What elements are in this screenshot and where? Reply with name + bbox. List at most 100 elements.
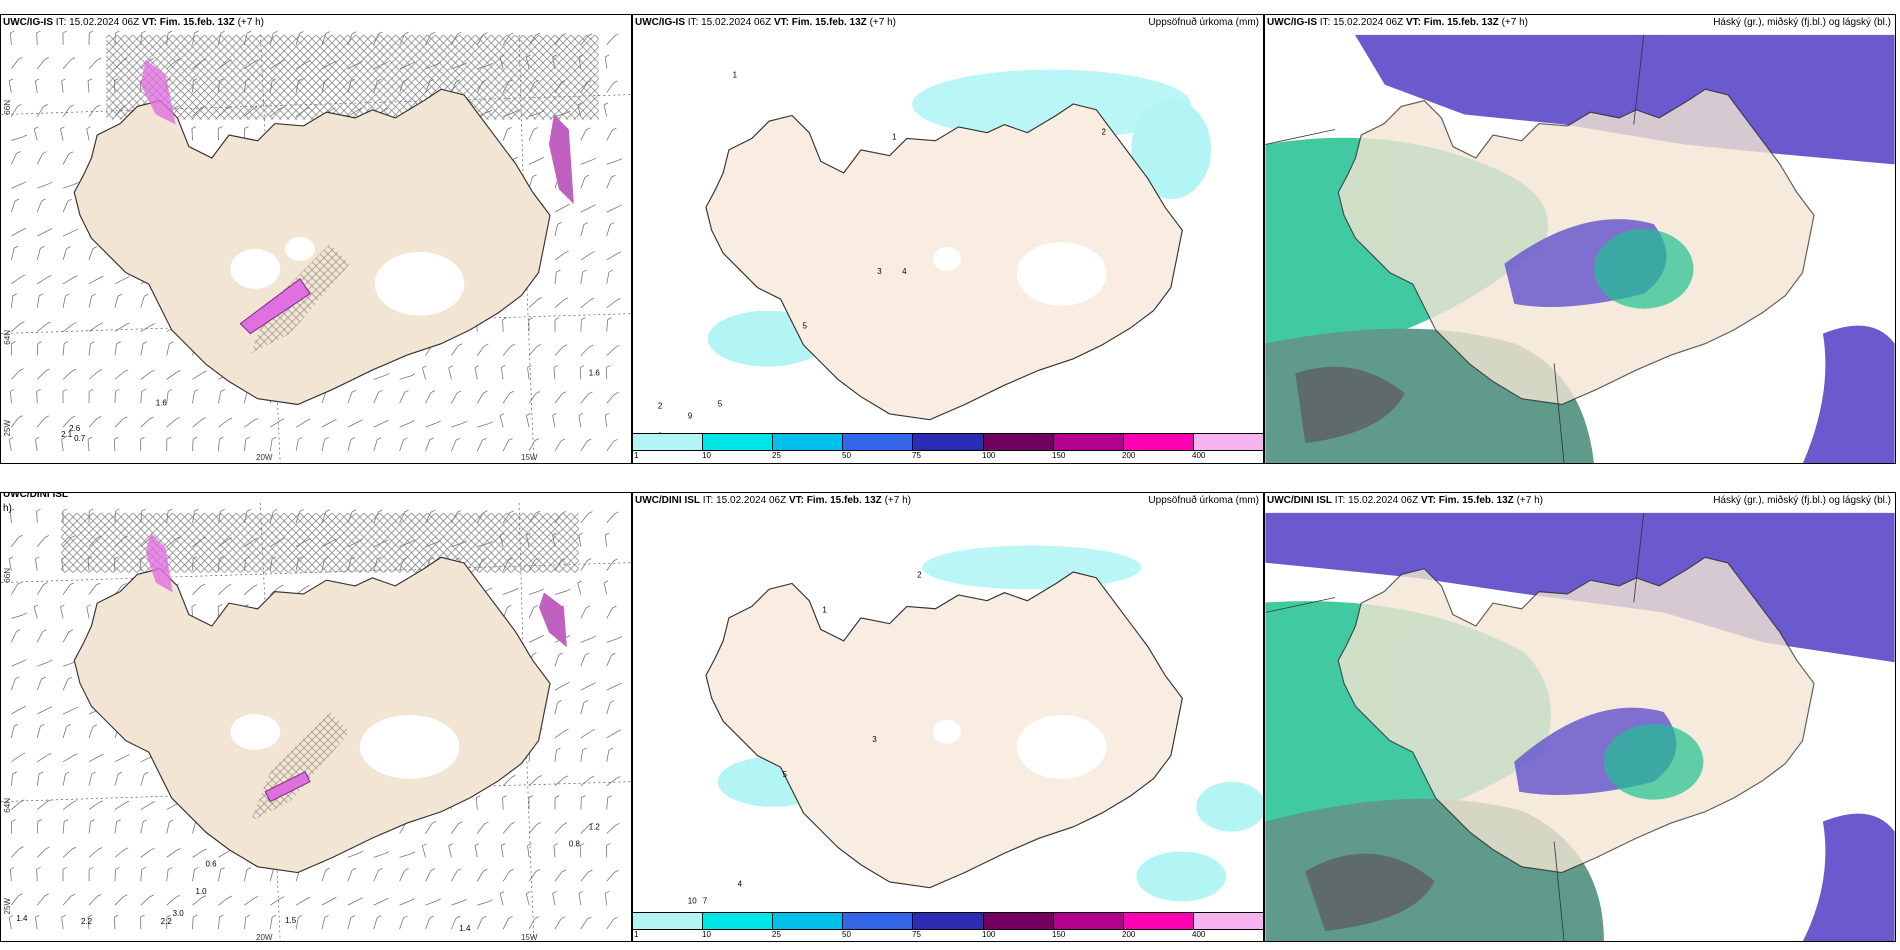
- wind-barb: [425, 917, 431, 930]
- wind-barb-tick: [18, 893, 23, 896]
- wind-barb: [606, 778, 617, 787]
- wind-barb: [140, 391, 143, 404]
- wind-barb-tick: [501, 843, 506, 846]
- wind-barb: [269, 869, 274, 882]
- wind-barb: [604, 893, 608, 906]
- wind-barb: [580, 393, 589, 404]
- wind-barb-tick: [22, 181, 27, 184]
- wind-barb-tick: [10, 508, 15, 512]
- wind-barb: [606, 347, 616, 356]
- wind-barb-tick: [455, 915, 461, 919]
- wind-barb-tick: [410, 851, 416, 855]
- wind-barb: [36, 106, 45, 117]
- wind-barb: [244, 897, 255, 906]
- wind-barb-tick: [410, 898, 415, 901]
- wind-barb-tick: [86, 604, 91, 608]
- wind-barb-tick: [41, 676, 46, 680]
- wind-barb: [62, 895, 72, 906]
- wind-barb: [502, 870, 510, 882]
- wind-barb: [11, 183, 23, 189]
- wind-barb-tick: [488, 587, 493, 591]
- wind-barb-tick: [62, 508, 68, 512]
- wind-barb: [295, 898, 307, 906]
- wind-barb-tick: [616, 776, 621, 779]
- wind-barb-tick: [201, 417, 206, 420]
- wind-barb: [525, 415, 530, 428]
- wind-barb: [8, 80, 12, 93]
- wind-barb: [477, 901, 489, 906]
- wind-barb-tick: [115, 388, 120, 392]
- wind-barb: [11, 754, 22, 763]
- wind-barb-tick: [537, 775, 542, 778]
- wind-barb-tick: [166, 436, 172, 440]
- wind-barb: [425, 900, 437, 906]
- wind-barb-tick: [378, 509, 383, 513]
- wind-barb: [140, 418, 150, 428]
- wind-barb-tick: [21, 227, 26, 231]
- legend-label: 10: [702, 451, 711, 460]
- wind-barb: [525, 893, 530, 906]
- lat-label-64n: 64N: [3, 798, 12, 813]
- wind-barb: [321, 439, 326, 452]
- wind-barb-tick: [122, 582, 127, 586]
- wind-barb-tick: [220, 30, 225, 34]
- wind-barb: [528, 824, 538, 834]
- wind-barb-tick: [92, 246, 98, 250]
- wind-barb-tick: [124, 800, 130, 804]
- wind-barb-tick: [175, 894, 180, 898]
- wind-barb: [606, 177, 612, 189]
- wind-barb: [166, 418, 176, 428]
- legend-swatch: [1053, 913, 1124, 929]
- wind-map: 1.2 0.6 0.8 1.0 2.2 2.2 3.0 1.5 1.4 1.4: [1, 502, 631, 941]
- wind-barb-tick: [552, 413, 557, 416]
- wind-barb-tick: [583, 700, 589, 703]
- wind-barb: [37, 661, 49, 667]
- wind-barb-tick: [219, 436, 224, 440]
- wind-barb: [114, 869, 116, 882]
- wind-barb: [606, 300, 617, 309]
- wind-barb-tick: [98, 800, 103, 804]
- wind-barb: [321, 391, 327, 404]
- wind-barb: [425, 439, 431, 452]
- wind-barb: [36, 726, 41, 739]
- wind-barb-tick: [616, 298, 621, 301]
- wind-barb: [580, 129, 587, 141]
- wind-barb: [580, 299, 591, 309]
- wind-barb: [11, 895, 19, 906]
- legend-swatch: [1193, 434, 1263, 450]
- wind-barb-tick: [89, 388, 94, 392]
- wind-barb: [399, 439, 404, 452]
- wind-barb: [528, 918, 536, 930]
- wind-barb-tick: [61, 78, 66, 82]
- wind-barb: [87, 80, 90, 93]
- wind-barb-tick: [10, 866, 15, 870]
- wind-barb: [37, 708, 49, 715]
- wind-barb: [604, 534, 608, 547]
- wind-barb-tick: [73, 706, 79, 710]
- legend-swatch: [1123, 434, 1194, 450]
- wind-barb: [295, 917, 299, 930]
- wind-barb: [62, 153, 70, 165]
- wind-barb-tick: [20, 752, 26, 756]
- svg-text:3: 3: [877, 267, 882, 276]
- wind-barb: [475, 797, 478, 810]
- wind-barb: [500, 845, 504, 858]
- wind-barb: [580, 346, 590, 356]
- legend-swatch: [633, 913, 704, 929]
- wind-barb-tick: [74, 181, 79, 185]
- wind-barb: [60, 606, 64, 619]
- wind-barb-tick: [218, 604, 223, 607]
- wind-barb: [554, 654, 560, 667]
- wind-barb-tick: [63, 819, 69, 822]
- wind-barb: [10, 153, 17, 165]
- wind-barb: [11, 229, 23, 237]
- wind-barb-tick: [606, 365, 611, 368]
- wind-barb-tick: [474, 365, 480, 368]
- wind-barb-tick: [47, 228, 53, 231]
- wind-barb-tick: [615, 822, 620, 826]
- wind-barb-tick: [351, 31, 357, 35]
- wind-barb-tick: [540, 588, 545, 592]
- wind-barb: [451, 900, 463, 906]
- wind-barb: [373, 870, 379, 882]
- wind-barb-tick: [474, 843, 480, 846]
